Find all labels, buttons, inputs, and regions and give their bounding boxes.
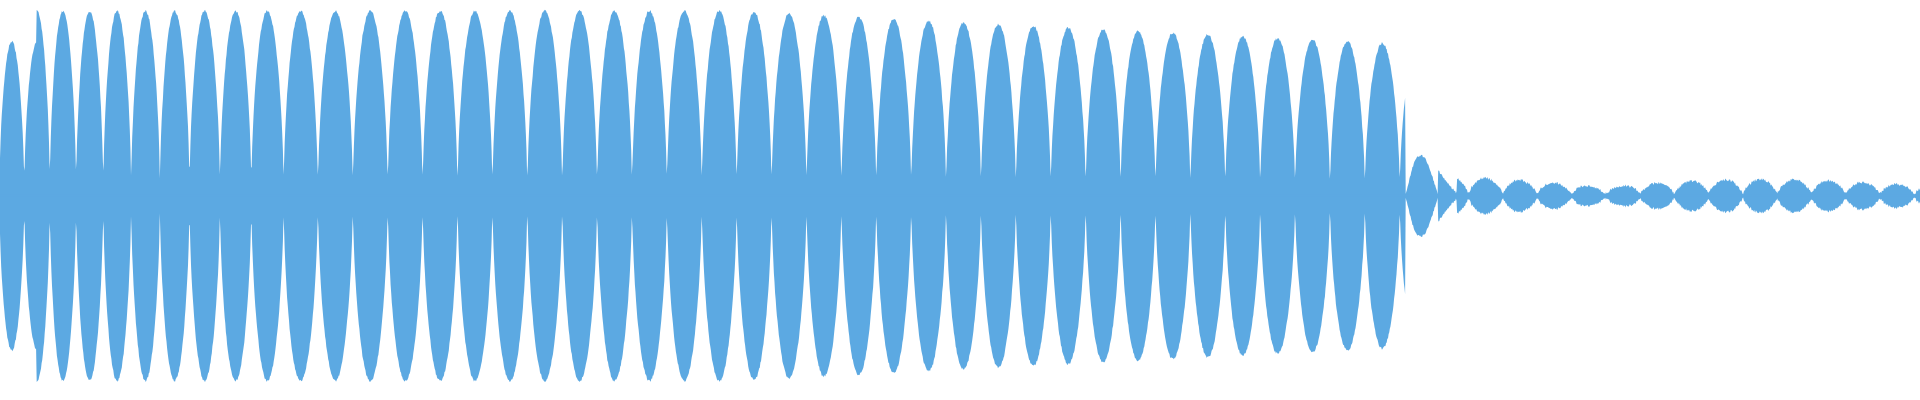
page: (() => { const data = JSON.parse(documen… — [0, 9, 1920, 383]
waveform-view — [0, 9, 1920, 383]
